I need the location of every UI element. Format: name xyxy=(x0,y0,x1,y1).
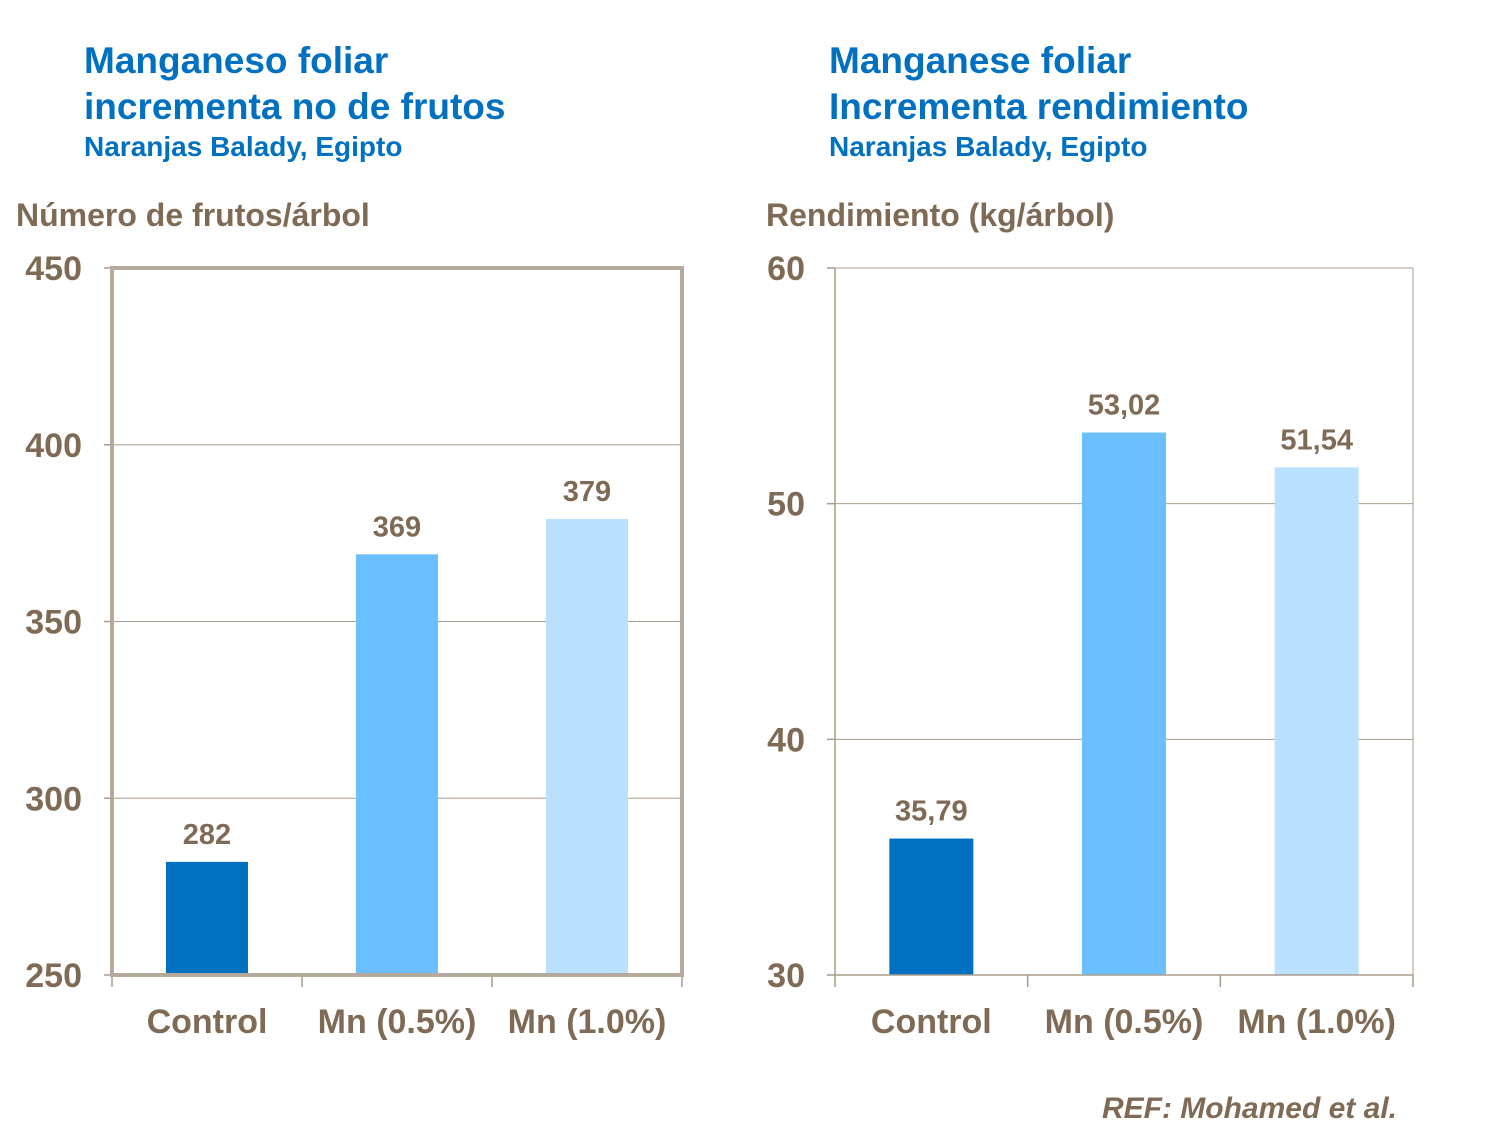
left-data-label: 282 xyxy=(183,819,231,851)
left-y-axis-label: Número de frutos/árbol xyxy=(16,197,370,233)
left-subtitle: Naranjas Balady, Egipto xyxy=(84,131,403,162)
left-title-line1: Manganeso foliar xyxy=(84,40,389,81)
left-chart-title: Manganeso foliar incrementa no de frutos… xyxy=(84,38,505,164)
left-y-tick-label: 350 xyxy=(25,604,82,642)
reference: REF: Mohamed et al. xyxy=(1101,1092,1397,1125)
left-y-tick-label: 300 xyxy=(25,780,82,818)
right-bar-0 xyxy=(889,838,974,975)
left-data-label: 379 xyxy=(563,476,611,508)
left-plot-frame xyxy=(110,266,684,977)
left-bar-0 xyxy=(166,861,248,975)
right-subtitle: Naranjas Balady, Egipto xyxy=(829,131,1148,162)
left-data-label: 369 xyxy=(373,511,421,543)
right-y-tick-label: 40 xyxy=(767,721,805,759)
right-title-line1: Manganese foliar xyxy=(829,40,1132,81)
left-y-tick-label: 400 xyxy=(25,427,82,465)
right-data-label: 53,02 xyxy=(1088,389,1161,421)
right-bar-2 xyxy=(1274,467,1359,975)
left-x-tick-label: Control xyxy=(147,1003,268,1041)
right-x-tick-label: Mn (0.5%) xyxy=(1045,1003,1204,1041)
left-bar-2 xyxy=(546,518,628,975)
right-y-tick-label: 50 xyxy=(767,486,805,524)
right-data-label: 35,79 xyxy=(895,796,968,828)
left-x-tick-label: Mn (0.5%) xyxy=(318,1003,477,1041)
right-y-tick-label: 60 xyxy=(767,250,805,288)
right-x-tick-label: Mn (1.0%) xyxy=(1237,1003,1396,1041)
right-y-tick-label: 30 xyxy=(767,957,805,995)
right-data-label: 51,54 xyxy=(1280,424,1353,456)
right-bar-1 xyxy=(1082,432,1166,975)
right-title-line2: Incrementa rendimiento xyxy=(829,86,1249,127)
left-y-tick-label: 450 xyxy=(25,250,82,288)
right-y-axis-label: Rendimiento (kg/árbol) xyxy=(766,197,1115,233)
left-x-tick-label: Mn (1.0%) xyxy=(508,1003,667,1041)
left-title-line2: incrementa no de frutos xyxy=(84,86,506,127)
left-bar-1 xyxy=(356,554,438,975)
right-chart-title: Manganese foliar Incrementa rendimiento … xyxy=(829,38,1248,164)
right-x-tick-label: Control xyxy=(871,1003,992,1041)
left-y-tick-label: 250 xyxy=(25,957,82,995)
